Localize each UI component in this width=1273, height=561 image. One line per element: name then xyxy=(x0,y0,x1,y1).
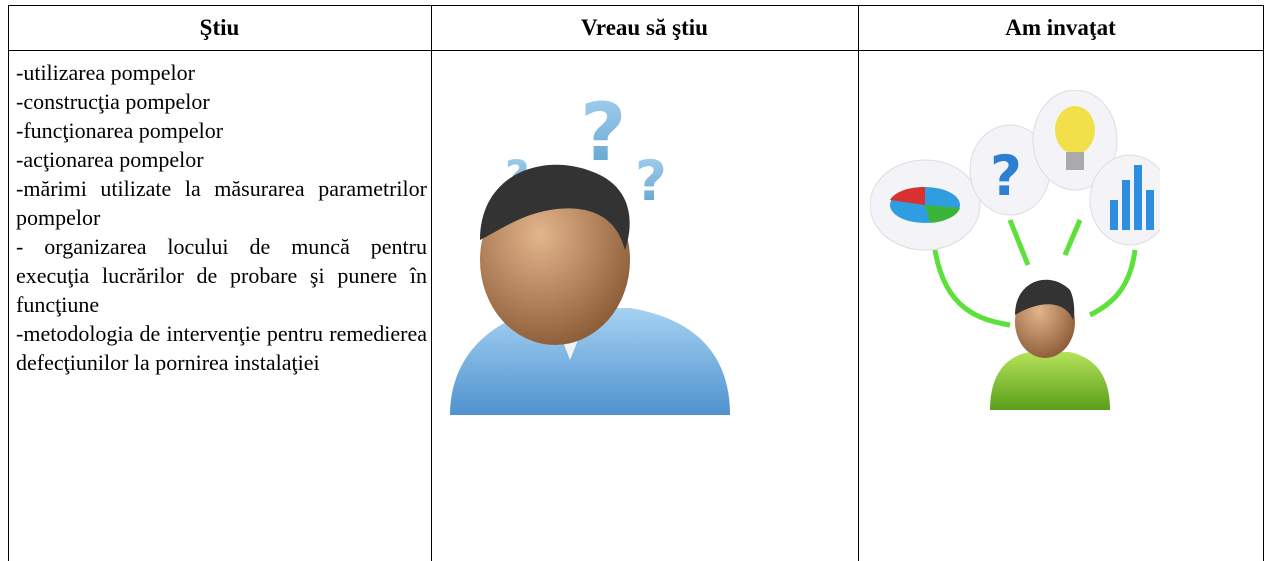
header: Ştiu xyxy=(199,15,240,40)
known-list: -utilizarea pompelor -construcţia pompel… xyxy=(16,58,427,377)
table-border xyxy=(8,5,1264,6)
svg-text:?: ? xyxy=(580,90,626,179)
header: Vreau să ştiu xyxy=(581,15,708,40)
item: -mărimi utilizate la măsurarea parametri… xyxy=(16,176,427,230)
table-border xyxy=(1263,5,1264,561)
header: Am invaţat xyxy=(1005,15,1116,40)
item: -funcţionarea pompelor xyxy=(16,118,224,143)
svg-text:?: ? xyxy=(635,149,667,213)
thinking-person-icon: ? ? ? xyxy=(450,90,730,415)
table-border xyxy=(8,50,1264,51)
item: -utilizarea pompelor xyxy=(16,60,195,85)
item: - organizarea locului de muncă pentru ex… xyxy=(16,234,427,317)
svg-text:?: ? xyxy=(990,144,1022,208)
table-border xyxy=(431,5,432,561)
item: -acţionarea pompelor xyxy=(16,147,204,172)
learned-icon: ? xyxy=(870,90,1160,410)
table-border xyxy=(858,5,859,561)
item: -construcţia pompelor xyxy=(16,89,210,114)
item: -metodologia de intervenţie pentru remed… xyxy=(16,321,427,375)
table-border xyxy=(8,5,9,561)
